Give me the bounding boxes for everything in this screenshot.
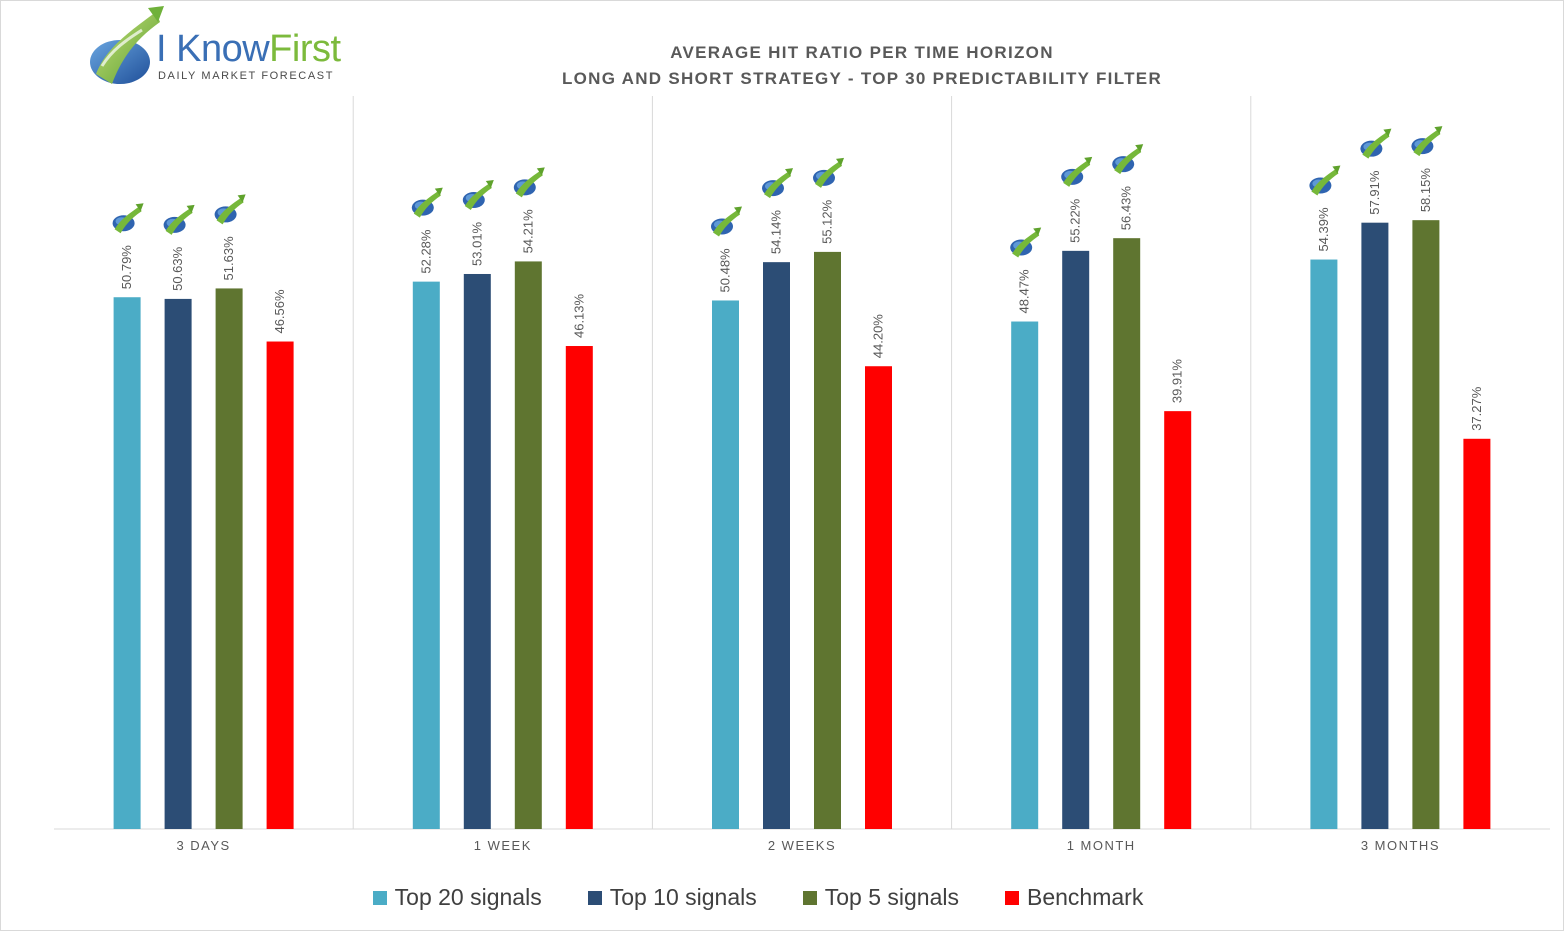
x-tick-label: 1 WEEK — [474, 838, 532, 853]
i-know-first-logo: I KnowFirst Daily Market Forecast — [86, 4, 366, 94]
legend-label: Top 20 signals — [394, 884, 542, 910]
i-know-first-logo-icon — [112, 203, 144, 234]
bar-top-5-signals-1-week — [514, 261, 542, 830]
logo-name-part2: First — [269, 28, 341, 70]
x-tick-label: 1 MONTH — [1067, 838, 1136, 853]
data-label: 37.27% — [1469, 386, 1484, 431]
bar-benchmark-3-months — [1463, 438, 1491, 829]
bar-benchmark-1-month — [1164, 411, 1192, 829]
legend-label: Top 5 signals — [824, 884, 959, 910]
chart-subtitle: LONG AND SHORT STRATEGY - TOP 30 PREDICT… — [561, 69, 1163, 88]
data-label: 44.20% — [871, 314, 886, 359]
chart-titles: AVERAGE HIT RATIO PER TIME HORIZON LONG … — [0, 40, 1564, 92]
i-know-first-logo-icon — [762, 168, 793, 199]
bar-top-10-signals-3-days — [164, 298, 192, 829]
bar-top-20-signals-1-month — [1011, 321, 1039, 829]
data-label: 58.15% — [1418, 168, 1433, 213]
bar-top-20-signals-3-days — [113, 297, 141, 829]
i-know-first-logo-icon — [411, 187, 443, 218]
logo-wordmark: I KnowFirst — [156, 28, 341, 71]
legend-swatch — [372, 890, 387, 905]
bar-top-5-signals-3-months — [1412, 220, 1440, 829]
i-know-first-logo-icon — [1411, 126, 1443, 157]
data-label: 55.12% — [820, 199, 835, 244]
x-tick-label: 2 WEEKS — [768, 838, 836, 853]
data-label: 46.13% — [571, 293, 586, 338]
data-label: 55.22% — [1068, 198, 1083, 243]
bar-top-5-signals-3-days — [215, 288, 243, 829]
data-label: 52.28% — [418, 229, 433, 274]
i-know-first-logo-icon — [462, 179, 494, 210]
data-label: 39.91% — [1170, 359, 1185, 404]
bar-top-5-signals-2-weeks — [814, 251, 841, 829]
bar-top-10-signals-3-months — [1361, 222, 1389, 829]
data-label: 46.56% — [272, 289, 287, 334]
bar-top-5-signals-1-month — [1113, 238, 1141, 829]
legend-item: Top 5 signals — [802, 884, 959, 911]
i-know-first-logo-icon — [163, 204, 195, 235]
chart-title: AVERAGE HIT RATIO PER TIME HORIZON — [670, 43, 1054, 62]
data-label: 50.48% — [718, 248, 733, 293]
data-label: 54.14% — [769, 210, 784, 255]
data-label: 53.01% — [469, 221, 484, 266]
bar-top-20-signals-1-week — [412, 281, 440, 829]
legend-item: Benchmark — [1005, 884, 1143, 911]
chart-legend: Top 20 signals Top 10 signals Top 5 signal… — [0, 884, 1516, 911]
data-label: 54.21% — [520, 209, 535, 254]
bar-benchmark-3-days — [266, 341, 294, 829]
bar-chart: 50.79% 50.63% 51.63% 46.56% 3 DAYS 52.28% 53.0… — [54, 96, 1550, 853]
i-know-first-logo-icon — [813, 157, 844, 188]
bar-top-10-signals-2-weeks — [763, 262, 790, 830]
bar-top-10-signals-1-month — [1062, 250, 1090, 829]
data-label: 50.79% — [119, 245, 134, 290]
i-know-first-logo-icon — [1061, 156, 1093, 187]
legend-item: Top 20 signals — [372, 884, 542, 911]
data-label: 56.43% — [1119, 186, 1134, 231]
logo-swoosh-icon — [90, 6, 164, 84]
bar-benchmark-1-week — [565, 346, 593, 829]
bar-top-20-signals-3-months — [1310, 259, 1338, 829]
i-know-first-logo-icon — [1010, 227, 1042, 258]
i-know-first-logo-icon — [1112, 144, 1144, 175]
data-label: 51.63% — [221, 236, 236, 281]
data-label: 54.39% — [1316, 207, 1331, 252]
legend-swatch — [587, 890, 602, 905]
data-label: 50.63% — [170, 246, 185, 291]
i-know-first-logo-icon — [214, 194, 246, 225]
logo-name-part1: I Know — [156, 28, 270, 70]
legend-label: Top 10 signals — [609, 884, 757, 910]
data-label: 48.47% — [1017, 269, 1032, 314]
legend-swatch — [1005, 890, 1019, 905]
i-know-first-logo-icon — [1360, 128, 1392, 159]
data-label: 57.91% — [1367, 170, 1382, 215]
i-know-first-logo-icon — [1309, 165, 1341, 196]
bar-top-10-signals-1-week — [463, 273, 491, 829]
x-tick-label: 3 MONTHS — [1361, 838, 1440, 853]
bar-benchmark-2-weeks — [865, 366, 892, 829]
legend-label: Benchmark — [1027, 884, 1144, 910]
bar-top-20-signals-2-weeks — [712, 300, 739, 830]
x-tick-label: 3 DAYS — [176, 838, 230, 853]
legend-swatch — [802, 890, 817, 905]
logo-tagline: Daily Market Forecast — [158, 70, 335, 82]
i-know-first-logo-icon — [513, 167, 545, 198]
i-know-first-logo-icon — [711, 206, 742, 237]
legend-item: Top 10 signals — [587, 884, 757, 911]
